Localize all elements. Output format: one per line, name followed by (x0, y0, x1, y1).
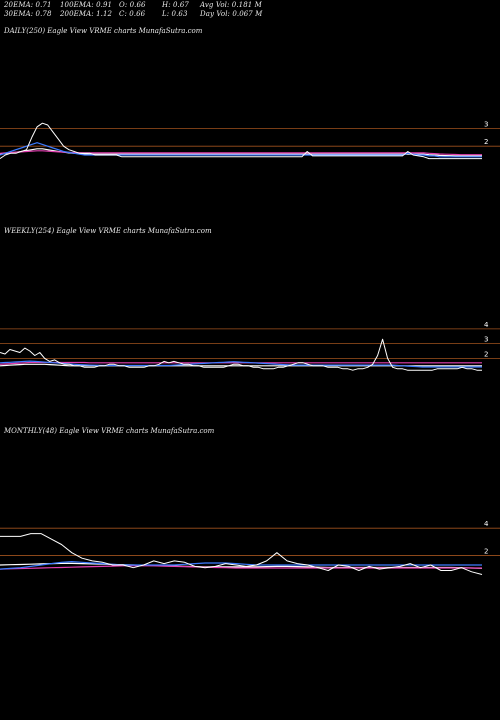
weekly-price-line (0, 338, 482, 371)
ema30-stat: 30EMA: 0.78 (4, 10, 52, 18)
monthly-chart: 42 (0, 520, 500, 575)
high-stat: H: 0.67 (162, 1, 189, 9)
monthly-tick-label: 2 (484, 547, 488, 555)
ema20-stat: 20EMA: 0.71 (4, 1, 52, 9)
monthly-panel-label: MONTHLY(48) Eagle View VRME charts Munaf… (4, 427, 215, 435)
daily-tick-label: 3 (484, 121, 488, 129)
daily-ema-pink-line (0, 150, 482, 156)
daily-chart: 32 (0, 121, 500, 160)
weekly-chart: 4 3 2 (0, 321, 500, 371)
monthly-ema-pink-line (0, 565, 482, 570)
avg-vol-stat: Avg Vol: 0.181 M (200, 1, 262, 9)
open-stat: O: 0.66 (119, 1, 146, 9)
monthly-ema-blue-line (0, 561, 482, 570)
daily-price-line (0, 122, 482, 160)
weekly-tick-label: 2 (484, 350, 488, 358)
daily-ema-blue-line (0, 142, 482, 158)
ema100-stat: 100EMA: 0.91 (60, 1, 113, 9)
weekly-ema-pink-line (0, 361, 482, 365)
monthly-tick-label: 4 (484, 520, 489, 528)
daily-panel-label: DAILY(250) Eagle View VRME charts Munafa… (4, 27, 203, 35)
weekly-tick-label: 4 (484, 321, 489, 329)
ema200-stat: 200EMA: 1.12 (60, 10, 113, 18)
daily-tick-label: 2 (484, 138, 488, 146)
low-stat: L: 0.63 (162, 10, 188, 18)
weekly-ema-blue-line (0, 360, 482, 368)
close-stat: C: 0.66 (119, 10, 146, 18)
day-vol-stat: Day Vol: 0.067 M (200, 10, 263, 18)
weekly-panel-label: WEEKLY(254) Eagle View VRME charts Munaf… (4, 227, 212, 235)
monthly-price-line (0, 533, 483, 575)
weekly-tick-label: 3 (484, 336, 488, 344)
